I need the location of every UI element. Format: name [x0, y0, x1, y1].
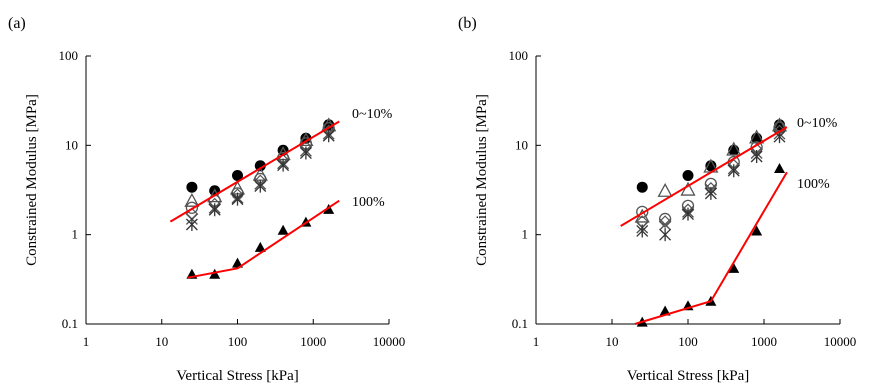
- fit-line-label: 0~10%: [352, 107, 393, 122]
- x-tick-label: 10000: [824, 334, 857, 349]
- data-point-asterisk: [322, 129, 335, 143]
- data-point-filled-circle: [186, 181, 198, 193]
- data-point-filled-triangle: [728, 262, 740, 273]
- data-point-filled-circle: [254, 160, 266, 172]
- series-filled-circle: [636, 119, 786, 193]
- chart-panel-a: (a) 1 10 100 1000 10000 0.1 1 10 100 Vertical Stre…: [8, 15, 405, 384]
- x-tick-label: 10: [606, 334, 619, 349]
- x-tick-label: 1000: [751, 334, 777, 349]
- data-point-asterisk: [277, 158, 290, 172]
- x-axis-label: Vertical Stress [kPa]: [627, 368, 749, 384]
- x-tick-label: 1000: [300, 334, 326, 349]
- y-axis-label: Constrained Modulus [MPa]: [474, 94, 490, 266]
- data-point-asterisk: [185, 217, 198, 231]
- y-tick-label: 100: [59, 48, 79, 63]
- series-x-cross: [185, 127, 335, 225]
- fit-line-label: 100%: [352, 195, 385, 210]
- fit-line-label: 0~10%: [797, 116, 838, 131]
- x-tick-label: 100: [228, 334, 248, 349]
- data-point-open-circle: [185, 201, 199, 214]
- data-point-asterisk: [636, 224, 649, 238]
- data-point-asterisk: [704, 186, 717, 200]
- data-point-filled-triangle: [751, 225, 763, 236]
- series-open-diamond: [185, 124, 336, 221]
- y-tick-label: 0.1: [62, 316, 78, 331]
- data-point-filled-triangle: [659, 305, 671, 316]
- x-tick-label: 10: [155, 334, 168, 349]
- y-tick-label: 10: [65, 137, 78, 152]
- fit-line: [169, 120, 340, 223]
- data-point-filled-triangle: [209, 268, 221, 279]
- data-point-filled-triangle: [254, 241, 266, 252]
- data-point-open-triangle: [184, 192, 200, 207]
- chart-panel-b: (b) 1 10 100 1000 10000 0.1 1 10 100 Vertical Stre…: [458, 15, 856, 384]
- data-point-open-triangle: [657, 182, 673, 197]
- data-point-open-diamond: [658, 215, 672, 228]
- fit-line-label: 100%: [797, 177, 830, 192]
- data-point-open-triangle: [749, 129, 765, 144]
- y-tick-label: 100: [509, 48, 529, 63]
- data-point-open-circle: [636, 205, 649, 219]
- data-point-asterisk: [231, 192, 244, 206]
- data-point-asterisk: [254, 179, 267, 193]
- data-point-open-triangle: [726, 141, 742, 156]
- data-point-asterisk: [682, 207, 694, 221]
- x-tick-label: 1: [83, 334, 90, 349]
- x-tick-label: 100: [678, 334, 698, 349]
- y-tick-label: 10: [515, 137, 528, 152]
- data-point-filled-circle: [705, 160, 717, 172]
- x-tick-label: 1: [533, 334, 540, 349]
- x-tick-label: 10000: [373, 334, 406, 349]
- data-point-filled-triangle: [232, 257, 243, 268]
- data-point-asterisk: [659, 228, 672, 242]
- panel-label: (a): [8, 15, 26, 32]
- y-tick-label: 1: [72, 227, 79, 242]
- data-point-filled-triangle: [277, 224, 289, 235]
- data-point-asterisk: [727, 164, 740, 178]
- fit-line: [634, 171, 788, 325]
- y-axis-label: Constrained Modulus [MPa]: [24, 94, 40, 266]
- series-filled-triangle: [186, 203, 335, 279]
- panel-label: (b): [458, 15, 477, 32]
- data-point-asterisk: [750, 149, 763, 163]
- data-point-asterisk: [208, 203, 221, 217]
- data-point-filled-circle: [682, 169, 694, 181]
- y-tick-label: 1: [522, 227, 529, 242]
- data-point-filled-triangle: [774, 163, 786, 174]
- data-point-filled-circle: [636, 181, 648, 193]
- data-point-filled-circle: [232, 169, 243, 181]
- data-point-asterisk: [299, 146, 312, 160]
- fit-line: [187, 199, 340, 279]
- data-point-x-cross: [659, 218, 672, 231]
- y-tick-label: 0.1: [512, 316, 528, 331]
- x-axis-label: Vertical Stress [kPa]: [176, 368, 298, 384]
- series-asterisk: [636, 130, 786, 242]
- series-x-cross: [636, 127, 786, 234]
- fit-line: [620, 126, 788, 227]
- series-asterisk: [185, 129, 335, 231]
